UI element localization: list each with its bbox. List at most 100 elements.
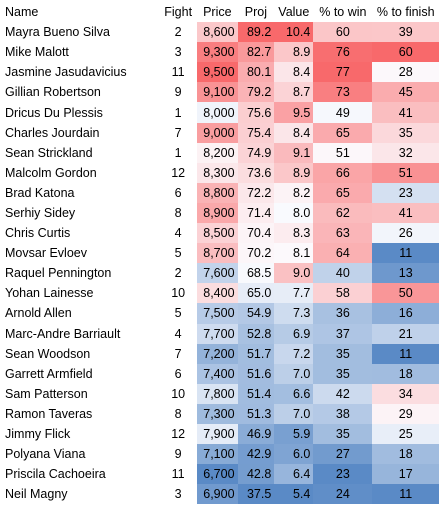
cell-value[interactable]: 7.0 bbox=[274, 403, 314, 424]
cell-name[interactable]: Arnold Allen bbox=[5, 306, 72, 321]
cell-proj[interactable]: 54.9 bbox=[237, 303, 275, 324]
cell-name[interactable]: Priscila Cachoeira bbox=[5, 467, 106, 482]
cell-win[interactable]: 73 bbox=[313, 82, 373, 103]
cell-price[interactable]: 7,400 bbox=[197, 363, 238, 384]
cell-name[interactable]: Garrett Armfield bbox=[5, 366, 93, 381]
cell-price[interactable]: 7,800 bbox=[197, 383, 238, 404]
cell-price[interactable]: 9,000 bbox=[197, 122, 238, 143]
header-value[interactable]: Value bbox=[278, 5, 310, 20]
cell-name[interactable]: Polyana Viana bbox=[5, 447, 86, 462]
cell-proj[interactable]: 89.2 bbox=[237, 22, 275, 43]
cell-value[interactable]: 8.4 bbox=[274, 62, 314, 83]
cell-price[interactable]: 8,600 bbox=[197, 22, 238, 43]
cell-name[interactable]: Serhiy Sidey bbox=[5, 205, 76, 220]
cell-fight[interactable]: 1 bbox=[174, 105, 182, 120]
cell-win[interactable]: 23 bbox=[313, 464, 373, 485]
cell-name[interactable]: Sean Woodson bbox=[5, 346, 91, 361]
cell-finish[interactable]: 50 bbox=[372, 283, 439, 304]
cell-proj[interactable]: 75.4 bbox=[237, 122, 275, 143]
cell-win[interactable]: 38 bbox=[313, 403, 373, 424]
cell-finish[interactable]: 11 bbox=[372, 243, 439, 264]
cell-price[interactable]: 6,900 bbox=[197, 484, 238, 505]
cell-price[interactable]: 8,700 bbox=[197, 243, 238, 264]
cell-proj[interactable]: 51.4 bbox=[237, 383, 275, 404]
cell-proj[interactable]: 74.9 bbox=[237, 142, 275, 163]
cell-win[interactable]: 35 bbox=[313, 423, 373, 445]
cell-win[interactable]: 63 bbox=[313, 223, 373, 244]
cell-value[interactable]: 6.9 bbox=[274, 323, 314, 344]
cell-value[interactable]: 8.3 bbox=[274, 223, 314, 244]
cell-value[interactable]: 7.3 bbox=[274, 303, 314, 324]
cell-value[interactable]: 7.2 bbox=[274, 343, 314, 364]
cell-proj[interactable]: 51.3 bbox=[237, 403, 275, 424]
cell-finish[interactable]: 18 bbox=[372, 444, 439, 465]
cell-fight[interactable]: 8 bbox=[174, 205, 182, 220]
cell-price[interactable]: 7,200 bbox=[197, 343, 238, 364]
cell-fight[interactable]: 9 bbox=[174, 85, 182, 100]
cell-win[interactable]: 60 bbox=[313, 22, 373, 43]
cell-finish[interactable]: 23 bbox=[372, 182, 439, 203]
cell-name[interactable]: Ramon Taveras bbox=[5, 406, 93, 421]
cell-proj[interactable]: 65.0 bbox=[237, 283, 275, 304]
cell-finish[interactable]: 26 bbox=[372, 223, 439, 244]
cell-win[interactable]: 24 bbox=[313, 484, 373, 505]
cell-price[interactable]: 7,300 bbox=[197, 403, 238, 424]
cell-value[interactable]: 8.9 bbox=[274, 162, 314, 183]
cell-value[interactable]: 9.5 bbox=[274, 102, 314, 123]
cell-fight[interactable]: 2 bbox=[174, 25, 182, 40]
cell-fight[interactable]: 11 bbox=[171, 467, 185, 482]
cell-value[interactable]: 8.1 bbox=[274, 243, 314, 264]
cell-finish[interactable]: 16 bbox=[372, 303, 439, 324]
cell-proj[interactable]: 70.4 bbox=[237, 223, 275, 244]
cell-price[interactable]: 7,600 bbox=[197, 263, 238, 284]
cell-finish[interactable]: 17 bbox=[372, 464, 439, 485]
cell-price[interactable]: 7,900 bbox=[197, 423, 238, 445]
cell-proj[interactable]: 72.2 bbox=[237, 182, 275, 203]
cell-win[interactable]: 62 bbox=[313, 202, 373, 224]
cell-fight[interactable]: 6 bbox=[174, 185, 182, 200]
cell-finish[interactable]: 60 bbox=[372, 42, 439, 63]
cell-win[interactable]: 65 bbox=[313, 122, 373, 143]
cell-fight[interactable]: 11 bbox=[171, 65, 185, 80]
cell-win[interactable]: 27 bbox=[313, 444, 373, 465]
cell-price[interactable]: 7,700 bbox=[197, 323, 238, 344]
cell-price[interactable]: 8,900 bbox=[197, 202, 238, 224]
cell-win[interactable]: 51 bbox=[313, 142, 373, 163]
cell-proj[interactable]: 42.8 bbox=[237, 464, 275, 485]
cell-finish[interactable]: 18 bbox=[372, 363, 439, 384]
cell-finish[interactable]: 11 bbox=[372, 343, 439, 364]
cell-fight[interactable]: 12 bbox=[171, 427, 186, 442]
cell-proj[interactable]: 75.6 bbox=[237, 102, 275, 123]
cell-fight[interactable]: 3 bbox=[174, 487, 182, 502]
cell-fight[interactable]: 8 bbox=[174, 406, 182, 421]
cell-fight[interactable]: 6 bbox=[174, 366, 182, 381]
cell-value[interactable]: 5.4 bbox=[274, 484, 314, 505]
cell-proj[interactable]: 42.9 bbox=[237, 444, 275, 465]
cell-price[interactable]: 8,500 bbox=[197, 223, 238, 244]
cell-name[interactable]: Marc-Andre Barriault bbox=[5, 326, 121, 341]
cell-win[interactable]: 40 bbox=[313, 263, 373, 284]
cell-win[interactable]: 66 bbox=[313, 162, 373, 183]
cell-proj[interactable]: 68.5 bbox=[237, 263, 275, 284]
cell-name[interactable]: Jimmy Flick bbox=[5, 427, 71, 442]
cell-proj[interactable]: 37.5 bbox=[237, 484, 275, 505]
cell-fight[interactable]: 10 bbox=[171, 386, 186, 401]
cell-name[interactable]: Charles Jourdain bbox=[5, 125, 100, 140]
cell-finish[interactable]: 13 bbox=[372, 263, 439, 284]
cell-value[interactable]: 8.7 bbox=[274, 82, 314, 103]
cell-fight[interactable]: 7 bbox=[174, 346, 182, 361]
cell-fight[interactable]: 7 bbox=[174, 125, 182, 140]
cell-value[interactable]: 6.6 bbox=[274, 383, 314, 404]
cell-finish[interactable]: 51 bbox=[372, 162, 439, 183]
cell-price[interactable]: 9,500 bbox=[197, 62, 238, 83]
cell-finish[interactable]: 11 bbox=[372, 484, 439, 505]
header-win[interactable]: % to win bbox=[319, 5, 367, 20]
cell-fight[interactable]: 1 bbox=[174, 145, 182, 160]
cell-price[interactable]: 8,200 bbox=[197, 142, 238, 163]
cell-proj[interactable]: 70.2 bbox=[237, 243, 275, 264]
cell-name[interactable]: Chris Curtis bbox=[5, 226, 71, 241]
cell-win[interactable]: 49 bbox=[313, 102, 373, 123]
cell-value[interactable]: 8.2 bbox=[274, 182, 314, 203]
cell-name[interactable]: Dricus Du Plessis bbox=[5, 105, 103, 120]
cell-proj[interactable]: 71.4 bbox=[237, 202, 275, 224]
